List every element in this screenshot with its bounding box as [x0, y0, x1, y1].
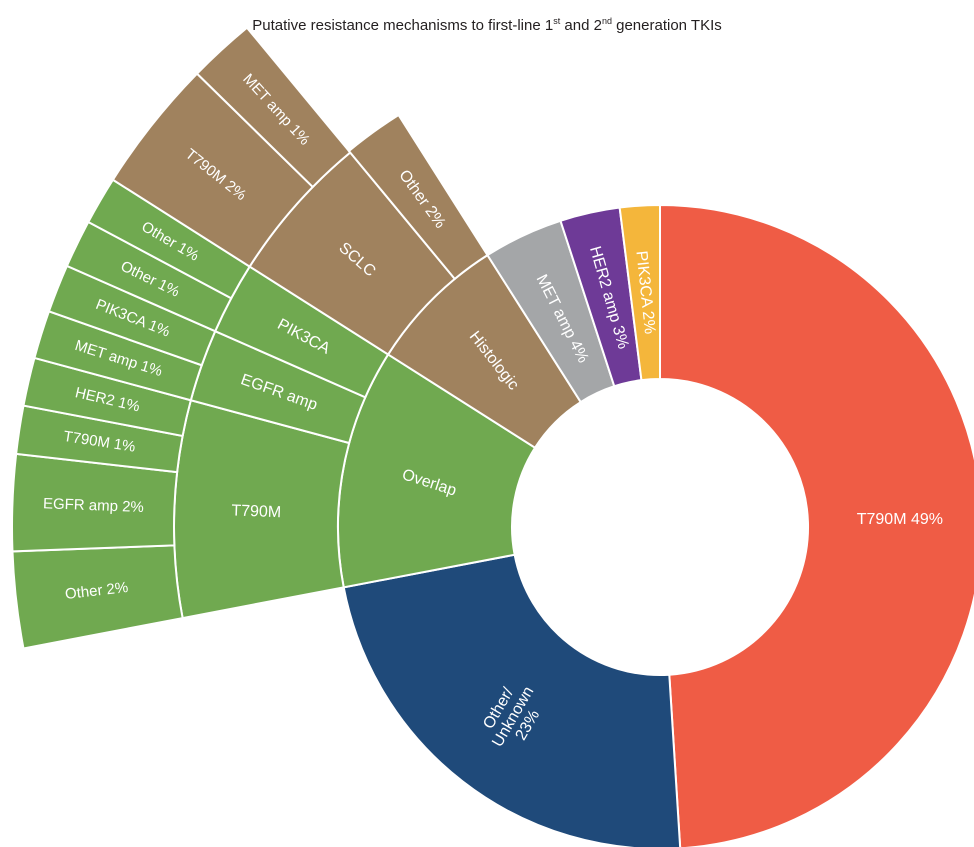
wedge-t790m-49 — [659, 203, 974, 847]
label-overlap-t790m: T790M — [231, 502, 281, 521]
title-prefix: Putative resistance mechanisms to first-… — [252, 17, 554, 34]
chart-title: Putative resistance mechanisms to first-… — [0, 16, 974, 34]
title-suffix: generation TKIs — [611, 17, 722, 34]
label-other-unknown-23: Other/Unknown23% — [474, 675, 551, 758]
label-t790m-49: T790M 49% — [857, 511, 943, 528]
label-overlap-t790m-1: EGFR amp 2% — [43, 495, 144, 516]
wedge-pik3ca-2 — [618, 203, 661, 382]
title-middle: and 2 — [560, 17, 602, 34]
title-sup-1: st — [553, 16, 561, 26]
title-sup-2: nd — [601, 16, 612, 26]
wedge-other-unknown-23 — [342, 553, 682, 847]
